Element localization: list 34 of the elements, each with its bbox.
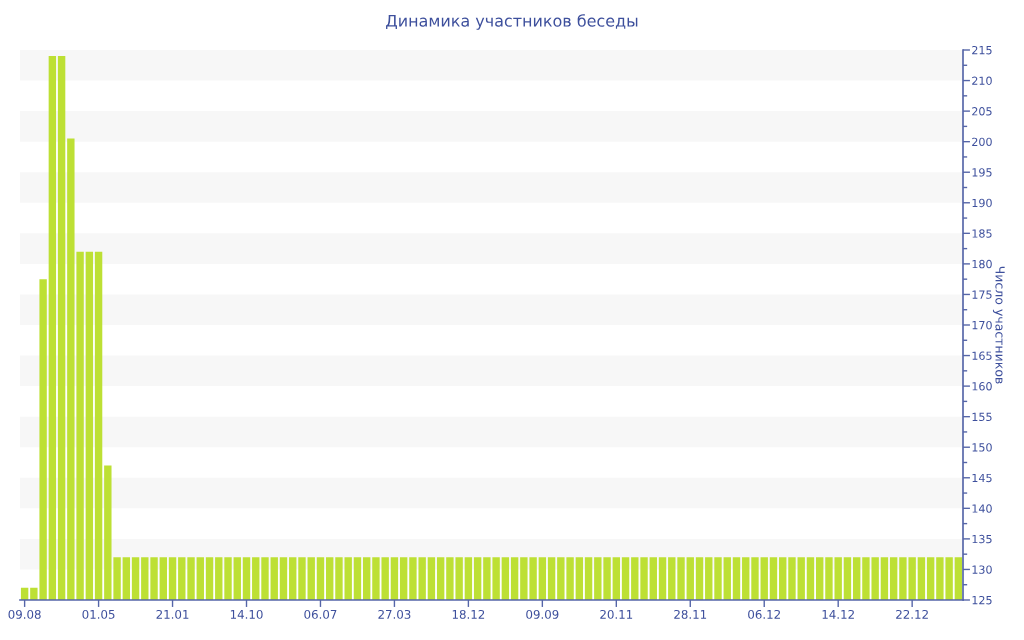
y-tick-label: 145	[972, 473, 992, 483]
y-tick-label: 215	[972, 45, 992, 55]
y-tick-label: 125	[972, 595, 992, 605]
x-tick-label: 09.08	[8, 609, 41, 619]
x-tick-label: 28.11	[674, 609, 707, 619]
x-tick-label: 27.03	[378, 609, 411, 619]
y-tick-label: 155	[972, 412, 992, 422]
x-tick-label: 14.12	[822, 609, 854, 619]
y-tick-label: 180	[972, 259, 992, 269]
y-axis-title: Число участников	[992, 266, 1005, 384]
x-tick-label: 06.12	[748, 609, 780, 619]
x-tick-label: 09.09	[526, 609, 559, 619]
y-tick-label: 135	[972, 534, 992, 544]
y-tick-label: 140	[972, 504, 992, 513]
x-tick-label: 01.05	[82, 609, 115, 619]
x-tick-label: 18.12	[452, 609, 485, 619]
y-tick-label: 190	[972, 198, 992, 208]
y-tick-label: 170	[972, 320, 992, 330]
y-tick-label: 195	[972, 168, 992, 177]
y-tick-label: 185	[972, 229, 992, 238]
y-tick-label: 210	[972, 76, 992, 85]
y-tick-label: 200	[972, 137, 992, 147]
y-tick-label: 130	[972, 565, 992, 574]
x-tick-label: 22.12	[896, 609, 928, 619]
y-tick-label: 150	[972, 443, 992, 452]
x-tick-label: 20.11	[600, 609, 633, 619]
y-tick-label: 160	[972, 382, 992, 391]
x-tick-label: 06.07	[304, 609, 337, 619]
chart-title: Динамика участников беседы	[386, 14, 638, 30]
x-tick-label: 21.01	[156, 609, 189, 619]
y-tick-label: 175	[972, 290, 992, 299]
x-tick-label: 14.10	[230, 609, 263, 619]
y-tick-label: 205	[972, 107, 992, 116]
y-tick-label: 165	[972, 351, 992, 360]
